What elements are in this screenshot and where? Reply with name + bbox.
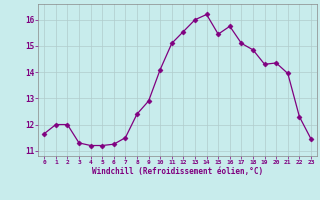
X-axis label: Windchill (Refroidissement éolien,°C): Windchill (Refroidissement éolien,°C) <box>92 167 263 176</box>
